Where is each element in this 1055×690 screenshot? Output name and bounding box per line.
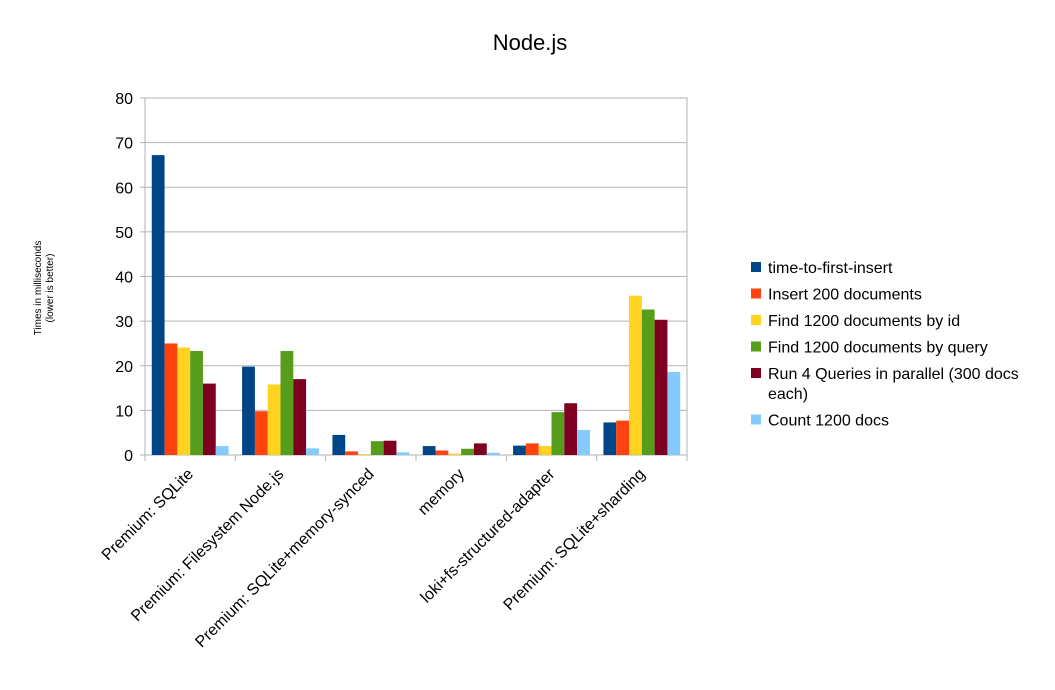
bar [177,347,191,455]
bar [151,155,165,455]
legend-label: time-to-first-insert [768,260,893,277]
legend-swatch [751,341,761,352]
bar [242,366,255,455]
bar [473,443,487,455]
legend-label: Find 1200 documents by query [768,340,988,357]
bar [435,450,449,455]
y-axis-ticks: 0 10 20 30 40 50 60 70 80 [115,91,145,465]
bar [654,319,668,455]
legend-label: each) [768,386,808,403]
legend-swatch [751,414,761,425]
chart-title: Node.js [493,30,568,55]
bar [577,430,590,455]
x-category-label: Premium: SQLite [99,466,197,564]
y-tick-label: 50 [115,225,133,242]
y-tick-label: 30 [115,314,133,331]
bar [280,351,294,455]
x-category-label: memory [415,466,468,519]
legend-label: Find 1200 documents by id [768,313,960,330]
bar [306,448,319,455]
bar [551,412,565,455]
legend: time-to-first-insert Insert 200 documents… [751,260,1019,430]
y-tick-label: 0 [124,448,133,465]
bar [564,403,578,455]
bar [513,445,526,455]
bar [267,384,281,455]
bar [486,452,500,455]
bar [345,451,359,455]
plot-area [144,97,688,456]
bar [215,446,229,455]
y-axis-label-line-2: (lower is better) [45,254,56,323]
bar [370,441,384,455]
legend-label: Insert 200 documents [768,287,922,304]
bar [448,453,462,455]
legend-swatch [751,288,761,299]
bar [667,371,681,455]
legend-swatch [751,262,761,272]
bar [293,379,307,455]
bar [358,454,371,455]
bar [616,420,630,455]
legend-label: Run 4 Queries in parallel (300 docs [768,366,1019,383]
legend-label: Count 1200 docs [768,413,889,430]
legend-swatch [751,315,761,325]
x-category-label: Premium: Filesystem Node.js [128,466,287,625]
y-tick-label: 70 [115,136,133,153]
y-axis-label: Times in milliseconds (lower is better) [33,241,56,336]
bar [254,411,268,455]
bar [396,452,410,455]
bar [190,351,203,455]
bar [603,422,617,455]
bar [383,440,397,455]
bar [641,309,655,455]
y-tick-label: 40 [115,270,133,287]
y-axis-label-line-1: Times in milliseconds [33,241,44,336]
y-tick-label: 60 [115,180,133,197]
bar [332,434,346,455]
x-category-label: Premium: SQLite+memory-synced [192,466,377,651]
y-tick-label: 10 [115,403,133,420]
y-tick-label: 20 [115,359,133,376]
bar [164,343,178,455]
bar [525,443,539,455]
bar [461,448,474,455]
bar [202,383,216,455]
bar [538,446,552,455]
legend-swatch [751,368,761,378]
bar [422,446,436,455]
y-tick-label: 80 [115,91,133,108]
bar [629,295,642,455]
